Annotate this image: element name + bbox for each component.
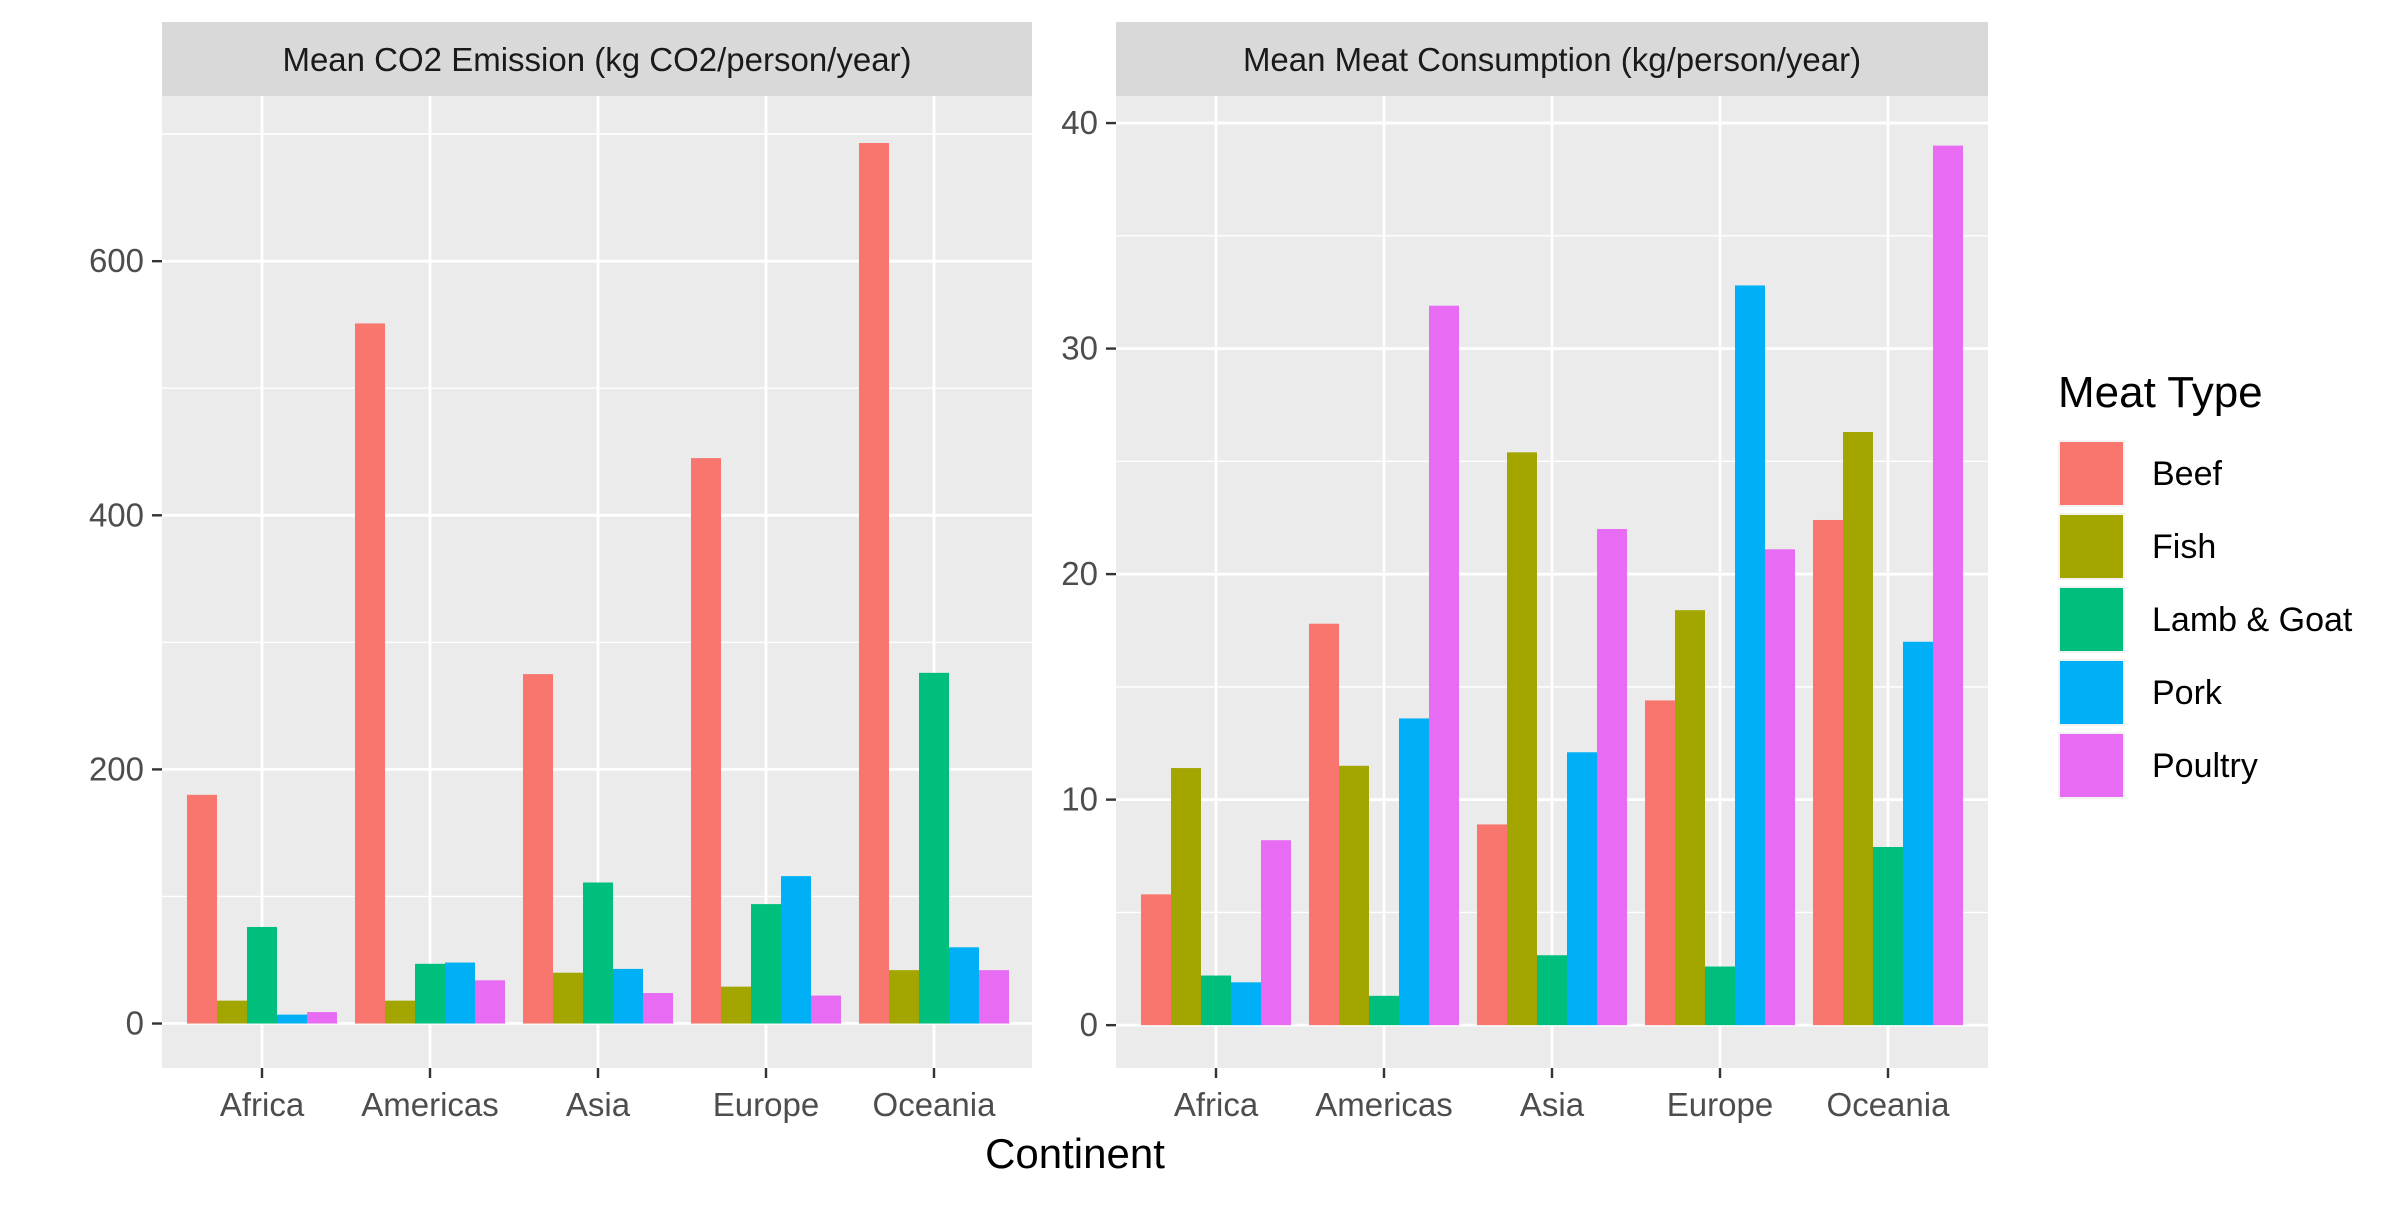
bar-pork-oceania[interactable]: [1903, 641, 1933, 1026]
bar-fish-africa[interactable]: [217, 1000, 247, 1024]
legend-swatch-poultry: [2060, 734, 2123, 797]
bar-beef-europe[interactable]: [1645, 700, 1675, 1026]
y-tick-label: 20: [1061, 555, 1098, 592]
bar-lamb-goat-oceania[interactable]: [1873, 846, 1903, 1026]
bar-pork-asia[interactable]: [1567, 752, 1597, 1026]
bar-lamb-goat-africa[interactable]: [247, 926, 277, 1024]
legend: Meat Type Beef Fish Lamb & Goat Pork Poultry: [2058, 368, 2353, 799]
facet-strip: [162, 22, 1032, 96]
legend-item-lamb-goat: Lamb & Goat: [2058, 586, 2353, 653]
x-tick-label: Americas: [361, 1086, 499, 1123]
bar-fish-americas[interactable]: [1339, 765, 1369, 1026]
bar-beef-europe[interactable]: [691, 458, 721, 1024]
x-tick-label: Europe: [1667, 1086, 1773, 1123]
bar-poultry-americas[interactable]: [475, 980, 505, 1024]
bar-pork-asia[interactable]: [613, 968, 643, 1024]
bar-pork-africa[interactable]: [1231, 982, 1261, 1026]
legend-item-poultry: Poultry: [2058, 732, 2258, 799]
bar-lamb-goat-asia[interactable]: [1537, 955, 1567, 1026]
bar-pork-europe[interactable]: [1735, 285, 1765, 1026]
bar-beef-africa[interactable]: [187, 794, 217, 1024]
x-tick-label: Americas: [1315, 1086, 1453, 1123]
bar-fish-oceania[interactable]: [889, 970, 919, 1024]
bar-fish-asia[interactable]: [553, 972, 583, 1024]
legend-item-fish: Fish: [2058, 513, 2216, 580]
legend-label: Poultry: [2152, 747, 2258, 785]
panel-mean-meat-consumption-kg-person-year: 0 10 20 30 40 Mean Meat Consumption (kg/perso…: [1061, 22, 1988, 1123]
bar-beef-americas[interactable]: [355, 323, 385, 1024]
bar-poultry-asia[interactable]: [643, 993, 673, 1024]
bar-beef-asia[interactable]: [523, 674, 553, 1024]
y-tick-label: 200: [89, 750, 144, 787]
facet-strip: [1116, 22, 1988, 96]
bar-pork-africa[interactable]: [277, 1014, 307, 1024]
bar-fish-oceania[interactable]: [1843, 432, 1873, 1026]
x-axis-title: Continent: [985, 1130, 1165, 1177]
legend-label: Fish: [2152, 528, 2216, 566]
x-tick-label: Oceania: [873, 1086, 997, 1123]
bar-lamb-goat-asia[interactable]: [583, 882, 613, 1024]
y-tick-label: 0: [1080, 1006, 1098, 1043]
y-tick-label: 30: [1061, 330, 1098, 367]
x-tick-label: Africa: [1174, 1086, 1259, 1123]
bar-beef-africa[interactable]: [1141, 894, 1171, 1026]
legend-swatch-pork: [2060, 661, 2123, 724]
x-tick-label: Asia: [1520, 1086, 1585, 1123]
legend-label: Beef: [2152, 455, 2222, 493]
bar-poultry-americas[interactable]: [1429, 305, 1459, 1026]
bar-pork-americas[interactable]: [1399, 718, 1429, 1026]
bar-lamb-goat-americas[interactable]: [415, 963, 445, 1024]
y-tick-label: 40: [1061, 104, 1098, 141]
bar-beef-asia[interactable]: [1477, 824, 1507, 1026]
bar-lamb-goat-africa[interactable]: [1201, 975, 1231, 1026]
bar-lamb-goat-europe[interactable]: [751, 904, 781, 1024]
bar-fish-americas[interactable]: [385, 1000, 415, 1024]
y-tick-label: 400: [89, 496, 144, 533]
x-tick-label: Oceania: [1827, 1086, 1951, 1123]
legend-item-beef: Beef: [2058, 440, 2222, 507]
y-tick-label: 600: [89, 242, 144, 279]
bar-poultry-europe[interactable]: [811, 995, 841, 1024]
legend-swatch-fish: [2060, 515, 2123, 578]
bar-lamb-goat-oceania[interactable]: [919, 672, 949, 1024]
legend-swatch-beef: [2060, 442, 2123, 505]
legend-label: Pork: [2152, 674, 2223, 712]
facet-title: Mean CO2 Emission (kg CO2/person/year): [282, 41, 911, 78]
bar-fish-europe[interactable]: [1675, 610, 1705, 1026]
legend-label: Lamb & Goat: [2152, 601, 2353, 639]
bar-poultry-oceania[interactable]: [1933, 145, 1963, 1026]
bar-pork-europe[interactable]: [781, 876, 811, 1024]
bar-beef-americas[interactable]: [1309, 623, 1339, 1026]
legend-swatch-lamb-goat: [2060, 588, 2123, 651]
panel-mean-co2-emission-kg-co2-person-year: 0 200 400 600 Mean CO2 Emission (kg CO2/pers…: [89, 22, 1032, 1123]
y-tick-label: 10: [1061, 781, 1098, 818]
x-tick-label: Europe: [713, 1086, 819, 1123]
facet-title: Mean Meat Consumption (kg/person/year): [1243, 41, 1861, 78]
bar-fish-asia[interactable]: [1507, 452, 1537, 1026]
bar-poultry-africa[interactable]: [307, 1012, 337, 1024]
bar-fish-africa[interactable]: [1171, 768, 1201, 1026]
bar-poultry-oceania[interactable]: [979, 970, 1009, 1024]
bar-lamb-goat-americas[interactable]: [1369, 995, 1399, 1026]
bar-poultry-africa[interactable]: [1261, 840, 1291, 1026]
bar-beef-oceania[interactable]: [1813, 519, 1843, 1026]
bar-lamb-goat-europe[interactable]: [1705, 966, 1735, 1026]
y-tick-label: 0: [126, 1005, 144, 1042]
bar-poultry-asia[interactable]: [1597, 529, 1627, 1026]
legend-item-pork: Pork: [2058, 659, 2223, 726]
bar-fish-europe[interactable]: [721, 986, 751, 1024]
bar-pork-oceania[interactable]: [949, 947, 979, 1024]
x-tick-label: Africa: [220, 1086, 305, 1123]
legend-title: Meat Type: [2058, 368, 2263, 417]
bar-poultry-europe[interactable]: [1765, 549, 1795, 1026]
bar-beef-oceania[interactable]: [859, 143, 889, 1024]
bar-pork-americas[interactable]: [445, 962, 475, 1024]
x-tick-label: Asia: [566, 1086, 631, 1123]
